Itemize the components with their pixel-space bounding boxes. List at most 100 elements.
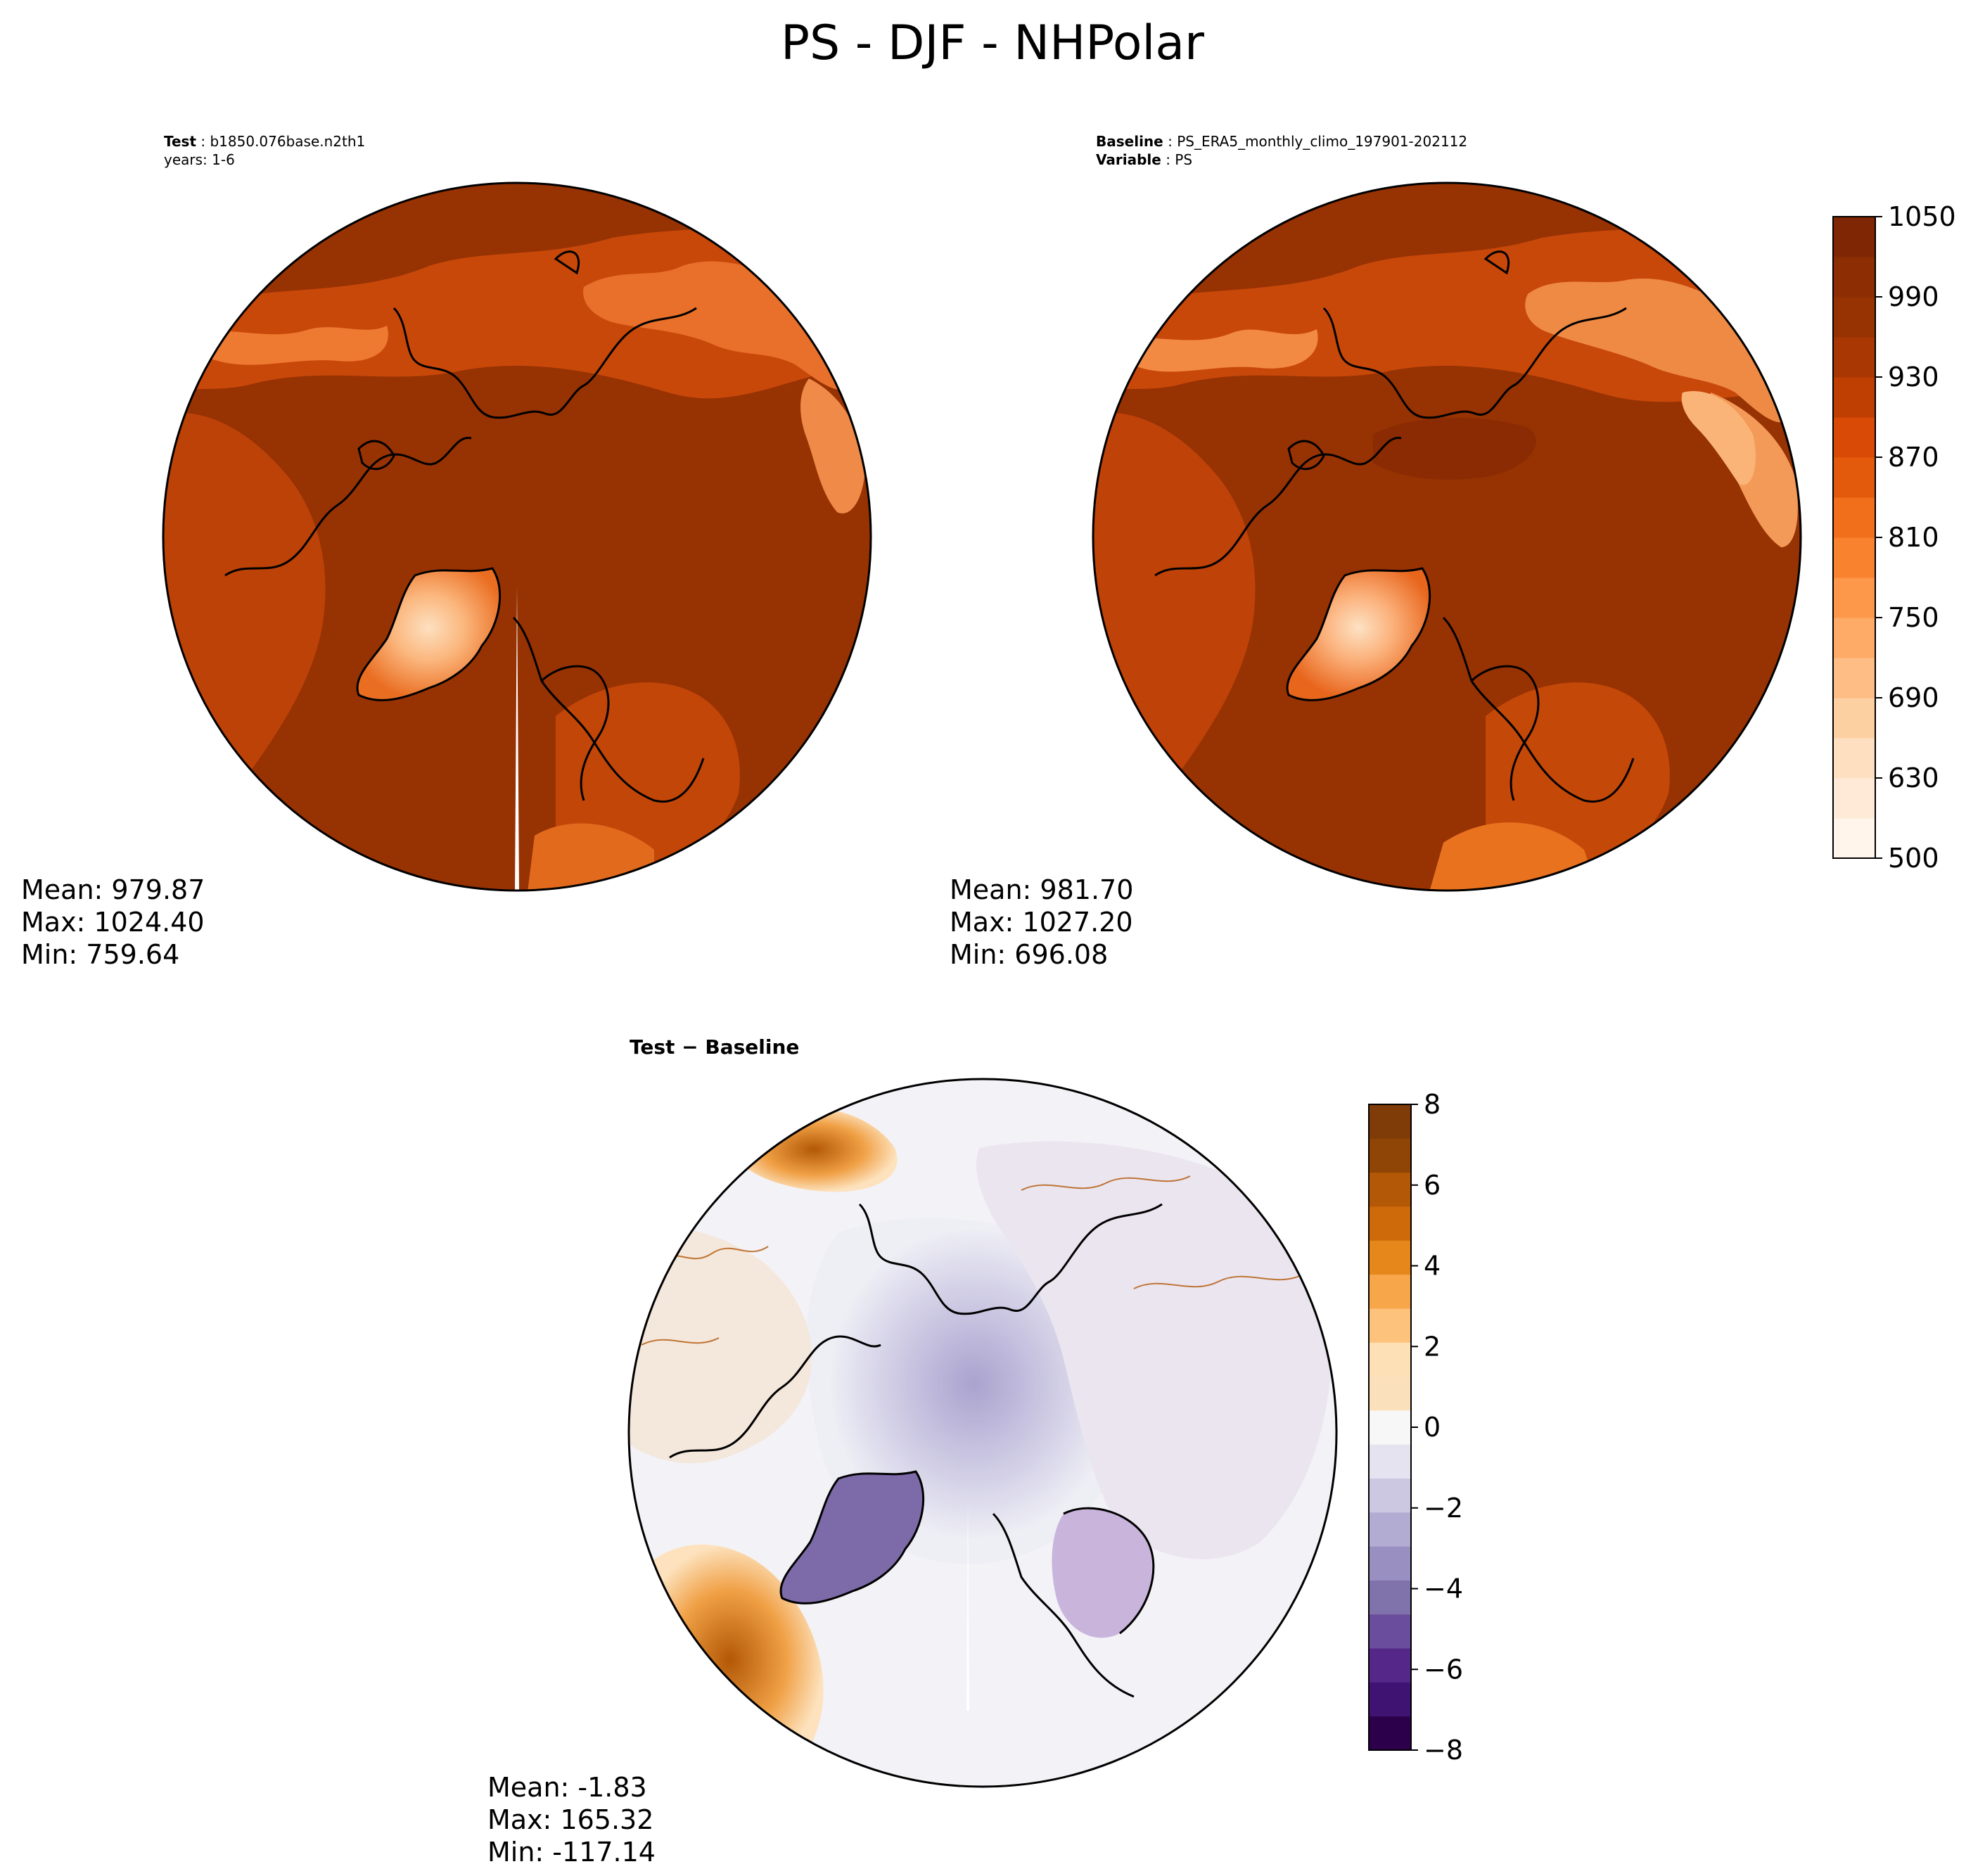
main-colorbar-segment (1833, 457, 1875, 498)
diff-coast-greenland (779, 1470, 925, 1604)
main-colorbar-segment (1833, 618, 1875, 658)
baseline-variable: Variable : PS (1096, 151, 1193, 168)
test-coast-na (224, 437, 472, 577)
test-label-value: b1850.076base.n2th1 (210, 133, 366, 150)
baseline-label-key: Baseline (1096, 133, 1163, 150)
test-coast-greenland (356, 567, 502, 701)
diff-stat-max: Max: 165.32 (487, 1804, 654, 1835)
main-colorbar-tick-label: 810 (1888, 522, 1939, 553)
baseline-highland-1 (1112, 329, 1318, 372)
test-years: years: 1-6 (164, 151, 235, 168)
main-colorbar-tick-label: 750 (1888, 602, 1939, 633)
main-colorbar-segment (1833, 417, 1875, 458)
main-colorbar-tick-label: 500 (1888, 843, 1939, 874)
main-colorbar-tick-label: 690 (1888, 682, 1939, 713)
diff-colorbar-tick-label: 8 (1424, 1089, 1441, 1120)
diff-colorbar-segment (1369, 1682, 1411, 1717)
diff-colorbar-segment (1369, 1478, 1411, 1513)
diff-contour-3 (1133, 1274, 1303, 1289)
diff-colorbar-segment (1369, 1614, 1411, 1649)
test-highland-1 (189, 326, 388, 365)
main-colorbar-tick-label: 630 (1888, 762, 1939, 793)
baseline-coast-greenland (1286, 567, 1431, 701)
test-stat-min: Min: 759.64 (21, 939, 180, 970)
diff-colorbar-tick-label: −8 (1424, 1735, 1463, 1766)
test-map (162, 181, 872, 892)
main-colorbar-segment (1833, 818, 1875, 859)
test-stat-mean: Mean: 979.87 (21, 874, 205, 905)
diff-contour-4 (641, 1337, 720, 1346)
diff-colorbar-segment (1369, 1104, 1411, 1139)
baseline-label-value: PS_ERA5_monthly_climo_197901-202112 (1177, 133, 1468, 150)
test-label-key: Test (164, 133, 197, 150)
main-colorbar-tick-label: 930 (1888, 362, 1939, 393)
main-colorbar-segment (1833, 537, 1875, 578)
diff-eurasia-noise (976, 1141, 1331, 1559)
diff-colorbar-segment (1369, 1172, 1411, 1207)
diff-coast-scand (1063, 1507, 1155, 1635)
test-coast-asia (392, 307, 697, 419)
diff-colorbar-tick-label: 4 (1424, 1251, 1441, 1282)
diff-colorbar-segment (1369, 1580, 1411, 1615)
diff-colorbar-tick-label: −6 (1424, 1654, 1463, 1685)
diff-colorbar-segment (1369, 1342, 1411, 1377)
baseline-coast-asia (1322, 307, 1627, 419)
main-colorbar-segment (1833, 377, 1875, 418)
diff-colorbar-segment (1369, 1716, 1411, 1751)
diff-colorbar-tick-label: −2 (1424, 1493, 1463, 1524)
diff-colorbar: 8 6 4 2 0 −2 −4 −6 −8 (1368, 1089, 1463, 1766)
baseline-coast-eu (1442, 616, 1635, 803)
diff-colorbar-tick-label: 2 (1424, 1331, 1441, 1362)
main-colorbar-segment (1833, 698, 1875, 739)
baseline-coast-na (1154, 437, 1402, 577)
diff-contour-2 (1021, 1175, 1191, 1191)
diff-colorbar-segment (1369, 1274, 1411, 1309)
main-colorbar-tick-label: 1050 (1888, 201, 1956, 232)
diff-coast-na (669, 1335, 881, 1459)
baseline-map (1092, 181, 1802, 892)
diff-colorbar-tick-label: 0 (1424, 1412, 1441, 1443)
diff-colorbar-segment (1369, 1444, 1411, 1479)
diff-colorbar-segment (1369, 1138, 1411, 1173)
main-colorbar-segment (1833, 578, 1875, 618)
main-colorbar-segment (1833, 257, 1875, 298)
diff-seam (966, 1500, 969, 1711)
baseline-variable-value: PS (1175, 151, 1193, 168)
main-colorbar-tick-label: 990 (1888, 281, 1939, 312)
diff-colorbar-segment (1369, 1240, 1411, 1275)
main-colorbar-segment (1833, 778, 1875, 819)
test-stat-max: Max: 1024.40 (21, 907, 205, 938)
test-highland-3 (800, 378, 865, 513)
baseline-coast-islands (1287, 250, 1510, 471)
baseline-stat-min: Min: 696.08 (950, 939, 1109, 970)
diff-colorbar-segment (1369, 1512, 1411, 1547)
test-label: Test : b1850.076base.n2th1 (164, 133, 366, 150)
baseline-stat-mean: Mean: 981.70 (950, 874, 1134, 905)
baseline-coast-scand (1470, 665, 1540, 801)
diff-stat-min: Min: -117.14 (487, 1837, 656, 1868)
diff-colorbar-segment (1369, 1648, 1411, 1683)
figure-title: PS - DJF - NHPolar (781, 15, 1204, 71)
diff-coast-eu (992, 1512, 1135, 1698)
main-colorbar-tick-label: 870 (1888, 442, 1939, 473)
diff-map (627, 1078, 1338, 1788)
diff-colorbar-tick-label: 6 (1424, 1170, 1441, 1201)
baseline-label: Baseline : PS_ERA5_monthly_climo_197901-… (1096, 133, 1468, 150)
main-colorbar-segment (1833, 658, 1875, 698)
diff-coast-asia (858, 1203, 1163, 1315)
baseline-variable-key: Variable (1096, 151, 1161, 168)
test-map-border (162, 181, 872, 892)
main-colorbar-segment (1833, 497, 1875, 538)
diff-colorbar-segment (1369, 1206, 1411, 1241)
diff-stat-mean: Mean: -1.83 (487, 1772, 647, 1803)
diff-colorbar-tick-label: −4 (1424, 1574, 1463, 1604)
test-seam (515, 586, 519, 891)
main-colorbar-segment (1833, 217, 1875, 257)
baseline-tibet (1681, 391, 1756, 485)
diff-map-border (627, 1078, 1338, 1788)
baseline-map-border (1092, 181, 1802, 892)
diff-colorbar-segment (1369, 1546, 1411, 1581)
baseline-arctic-high (1373, 418, 1536, 480)
main-colorbar-segment (1833, 738, 1875, 779)
diff-scand-noise (1052, 1508, 1154, 1638)
